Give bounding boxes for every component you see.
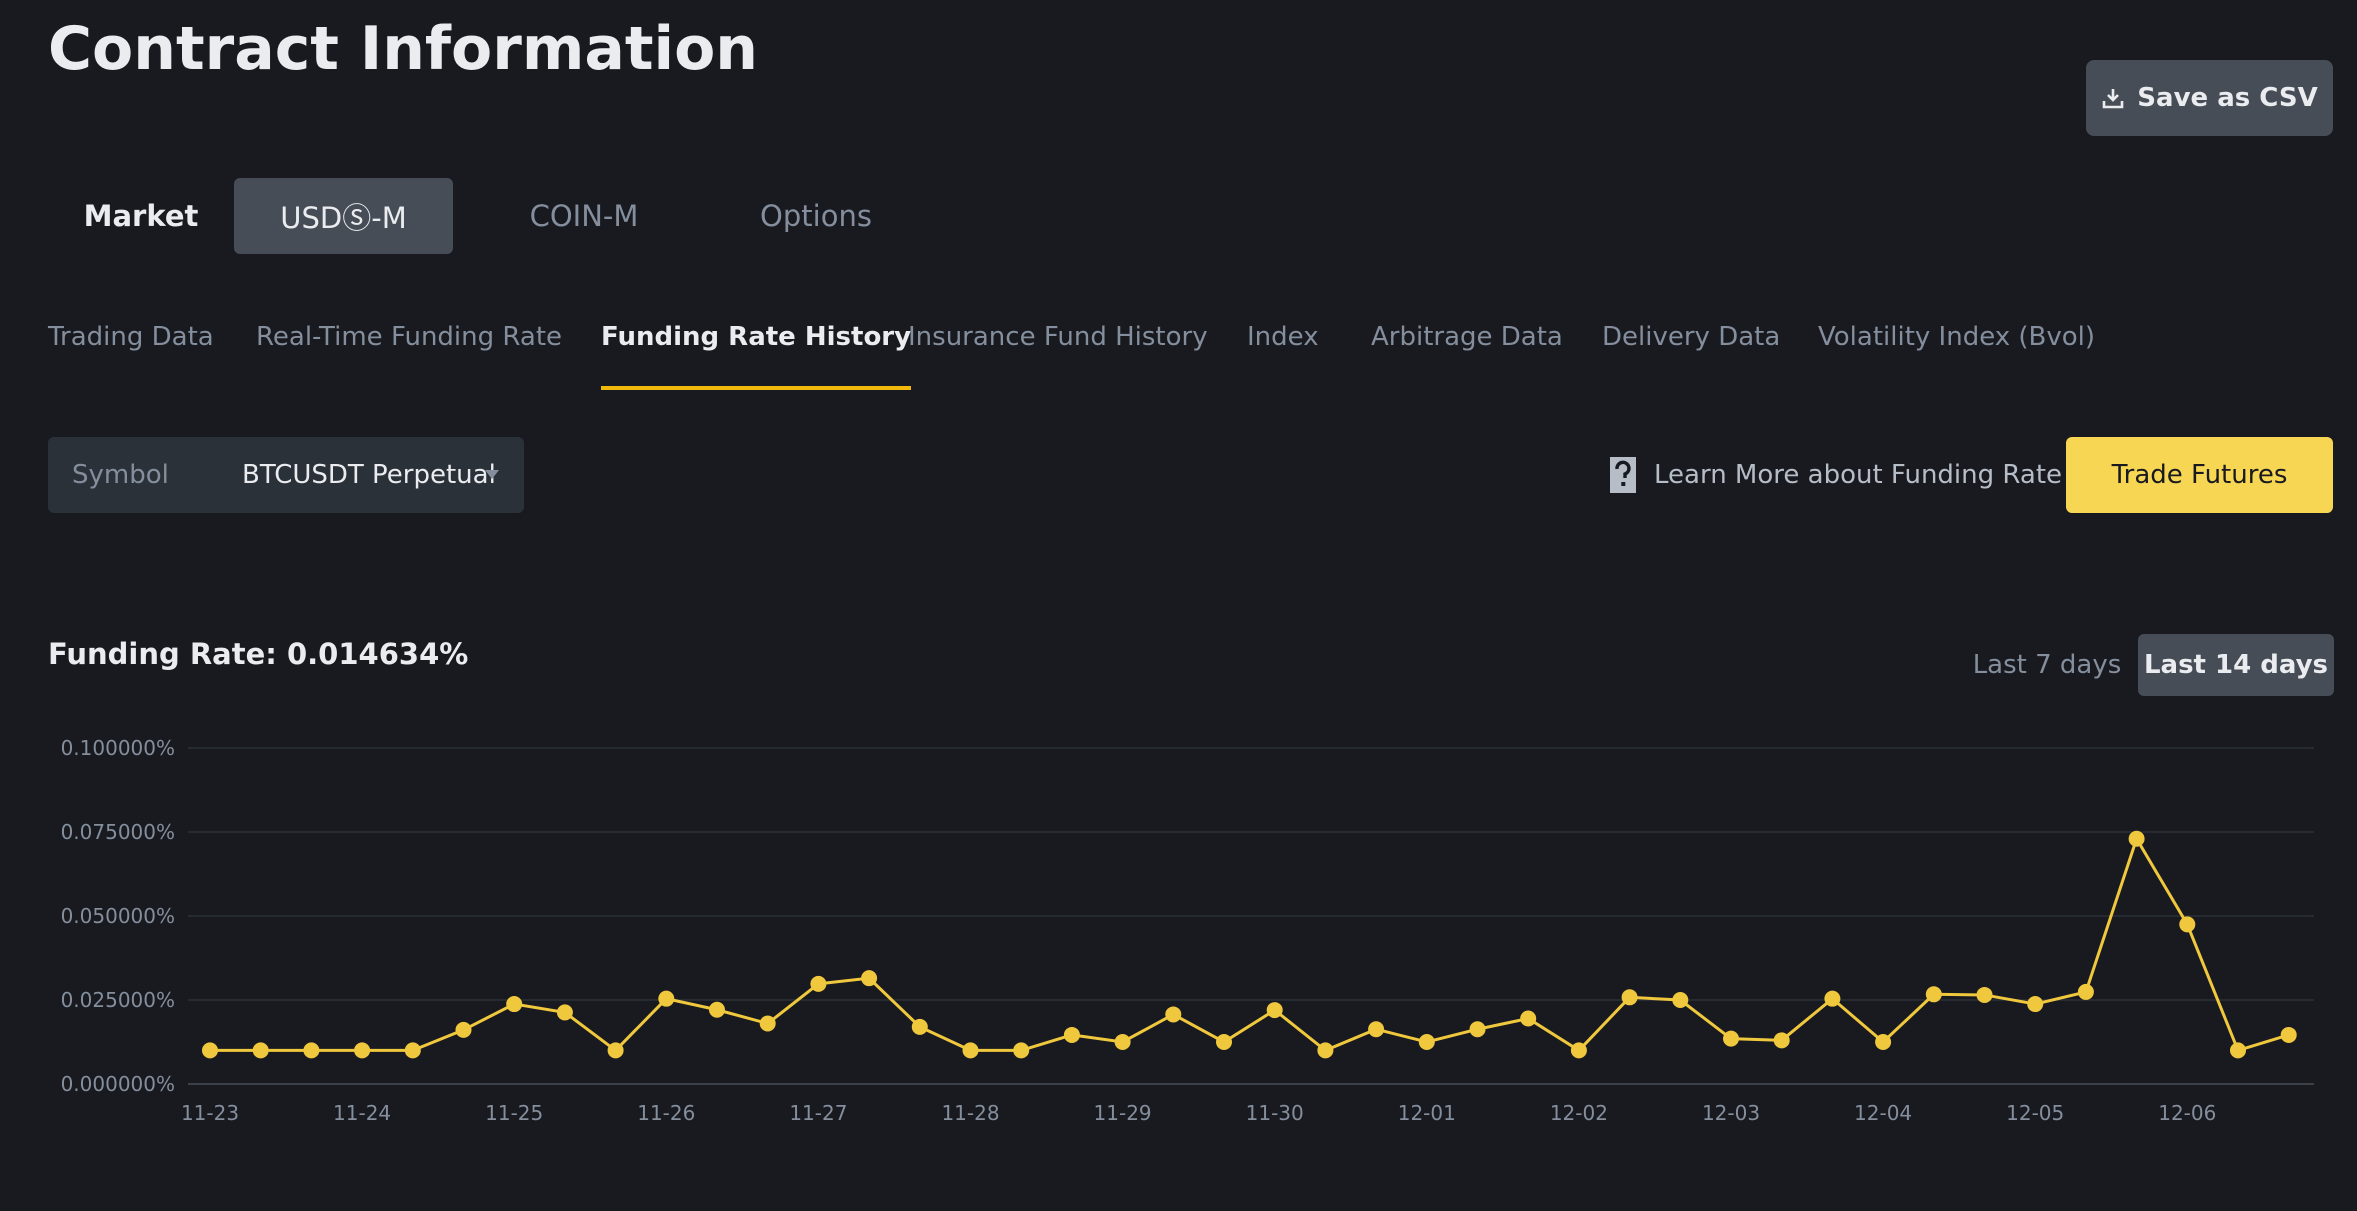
x-tick-label: 12-02	[1550, 1101, 1608, 1125]
data-point[interactable]	[202, 1042, 218, 1059]
tab-arbitrage-data[interactable]: Arbitrage Data	[1371, 322, 1563, 352]
data-point[interactable]	[1773, 1032, 1790, 1049]
data-point[interactable]	[506, 996, 523, 1013]
x-tick-label: 11-29	[1094, 1101, 1152, 1125]
tab-funding-rate-history[interactable]: Funding Rate History	[601, 322, 912, 392]
save-csv-label: Save as CSV	[2137, 83, 2318, 113]
x-tick-label: 12-03	[1702, 1101, 1760, 1125]
x-tick-label: 11-23	[181, 1101, 239, 1125]
period-last-14-days[interactable]: Last 14 days	[2138, 634, 2334, 696]
data-point[interactable]	[861, 970, 878, 987]
data-point[interactable]	[1520, 1010, 1537, 1027]
data-point[interactable]	[1165, 1006, 1182, 1023]
data-point[interactable]	[1621, 989, 1638, 1006]
y-tick-label: 0.050000%	[61, 904, 175, 928]
y-tick-label: 0.000000%	[61, 1072, 175, 1096]
tab-volatility-index[interactable]: Volatility Index (Bvol)	[1818, 322, 2096, 352]
save-csv-button[interactable]: Save as CSV	[2086, 60, 2333, 136]
symbol-value: BTCUSDT Perpetual	[242, 460, 496, 490]
data-point[interactable]	[2230, 1042, 2246, 1059]
y-tick-label: 0.100000%	[61, 736, 175, 760]
y-tick-label: 0.025000%	[61, 988, 175, 1012]
tab-market[interactable]: Market	[83, 199, 199, 233]
data-point[interactable]	[2280, 1026, 2297, 1043]
data-point[interactable]	[1875, 1034, 1892, 1050]
tab-insurance-fund-history[interactable]: Insurance Fund History	[908, 322, 1208, 352]
funding-rate-value: Funding Rate: 0.014634%	[48, 637, 469, 671]
data-point[interactable]	[1266, 1002, 1283, 1019]
data-point[interactable]	[2077, 983, 2094, 1000]
data-point[interactable]	[1824, 990, 1841, 1007]
symbol-label: Symbol	[72, 460, 169, 490]
data-point[interactable]	[1216, 1034, 1232, 1050]
learn-more-link[interactable]: Learn More about Funding Rate	[1606, 452, 2062, 498]
data-point[interactable]	[2027, 996, 2044, 1013]
tab-trading-data[interactable]: Trading Data	[48, 322, 214, 352]
data-point[interactable]	[1368, 1021, 1385, 1038]
x-tick-label: 12-05	[2006, 1101, 2064, 1125]
data-point[interactable]	[1925, 986, 1942, 1003]
page-title: Contract Information	[48, 14, 759, 84]
data-point[interactable]	[911, 1018, 928, 1035]
x-tick-label: 12-04	[1854, 1101, 1912, 1125]
data-point[interactable]	[709, 1001, 725, 1018]
x-tick-label: 12-01	[1398, 1101, 1456, 1125]
help-doc-icon	[1610, 457, 1636, 493]
data-point[interactable]	[2128, 830, 2145, 847]
x-tick-label: 12-06	[2158, 1101, 2216, 1125]
series-line	[210, 835, 2290, 1053]
data-point[interactable]	[810, 975, 827, 992]
data-point[interactable]	[404, 1042, 421, 1059]
x-tick-label: 11-27	[789, 1101, 847, 1125]
x-tick-label: 11-28	[941, 1101, 999, 1125]
x-tick-label: 11-30	[1246, 1101, 1304, 1125]
chevron-down-icon	[485, 470, 499, 479]
data-point[interactable]	[1976, 986, 1993, 1003]
data-point[interactable]	[1672, 992, 1689, 1008]
learn-more-label: Learn More about Funding Rate	[1654, 460, 2063, 490]
data-point[interactable]	[1723, 1030, 1739, 1047]
symbol-select[interactable]: Symbol BTCUSDT Perpetual	[48, 437, 524, 513]
data-point[interactable]	[354, 1042, 371, 1059]
tab-real-time-funding-rate[interactable]: Real-Time Funding Rate	[256, 322, 563, 352]
data-point[interactable]	[658, 990, 675, 1007]
period-last-7-days[interactable]: Last 7 days	[1972, 650, 2122, 680]
data-point[interactable]	[1570, 1042, 1587, 1059]
x-tick-label: 11-25	[485, 1101, 543, 1125]
tab-coin-m[interactable]: COIN-M	[529, 199, 639, 233]
data-point[interactable]	[962, 1042, 979, 1059]
funding-rate-chart: 0.000000% 0.025000% 0.050000% 0.075000% 0.10…	[61, 736, 2314, 1125]
tab-options[interactable]: Options	[760, 199, 872, 233]
data-point[interactable]	[1063, 1026, 1080, 1043]
data-point[interactable]	[1317, 1042, 1334, 1059]
download-icon	[2102, 89, 2124, 109]
y-tick-label: 0.075000%	[61, 820, 175, 844]
tab-delivery-data[interactable]: Delivery Data	[1602, 322, 1781, 352]
data-point[interactable]	[1418, 1034, 1435, 1050]
data-point[interactable]	[455, 1021, 472, 1038]
data-point[interactable]	[1114, 1034, 1131, 1050]
data-point[interactable]	[303, 1042, 320, 1059]
x-tick-label: 11-24	[333, 1101, 391, 1125]
trade-futures-button[interactable]: Trade Futures	[2066, 437, 2333, 513]
market-tabs: Market USDⓈ-M COIN-M Options	[48, 178, 917, 254]
x-tick-label: 11-26	[637, 1101, 695, 1125]
data-point[interactable]	[556, 1004, 573, 1021]
data-point[interactable]	[2179, 916, 2196, 933]
tab-index[interactable]: Index	[1247, 322, 1319, 352]
tab-usds-m[interactable]: USDⓈ-M	[234, 178, 453, 254]
data-point[interactable]	[1013, 1042, 1030, 1059]
data-point[interactable]	[759, 1015, 776, 1032]
data-point[interactable]	[607, 1042, 624, 1059]
data-point[interactable]	[1469, 1021, 1486, 1038]
data-point[interactable]	[252, 1042, 269, 1059]
